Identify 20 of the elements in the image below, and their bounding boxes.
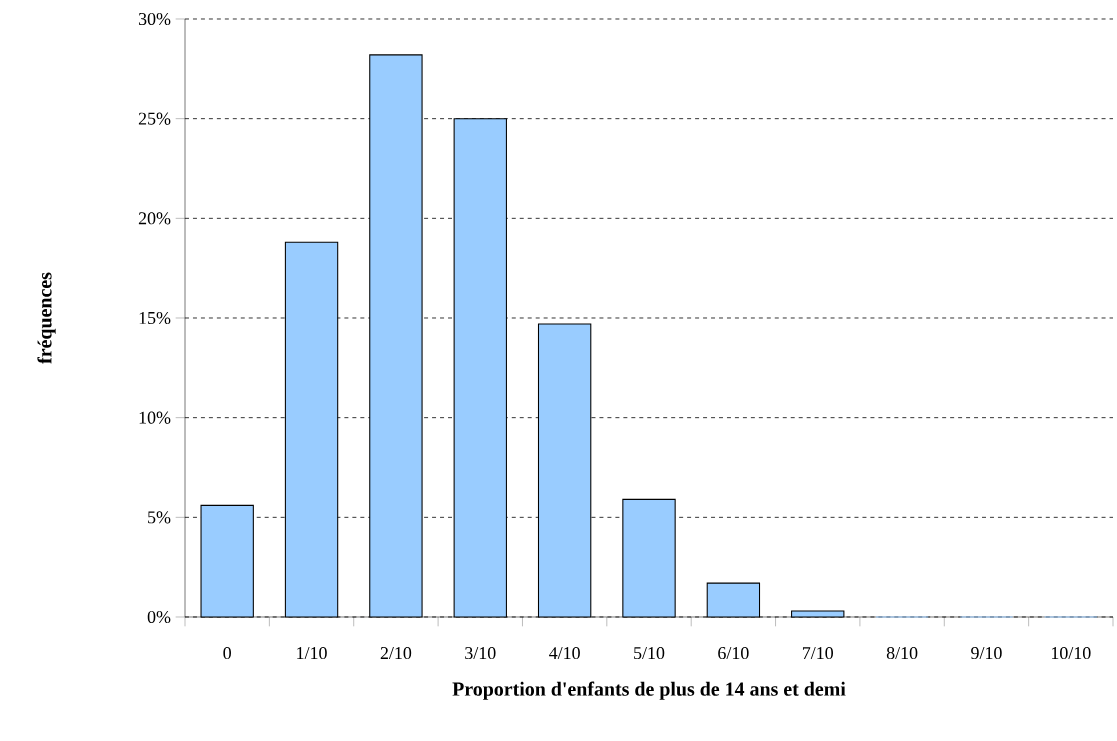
- y-tick-label: 25%: [138, 112, 171, 125]
- y-tick-label: 10%: [139, 411, 171, 424]
- y-tick-label: 20%: [138, 212, 171, 225]
- x-tick-label: 3/10: [465, 647, 496, 660]
- x-tick-label: 10/10: [1051, 647, 1091, 660]
- x-axis-title: Proportion d'enfants de plus de 14 ans et demi: [452, 681, 846, 700]
- y-axis-title: fréquences: [37, 272, 56, 364]
- x-tick-label: 1/10: [297, 647, 327, 660]
- x-tick-label: 6/10: [718, 647, 749, 660]
- x-tick-label: 9/10: [971, 647, 1002, 660]
- x-tick-label: 5/10: [634, 647, 665, 660]
- y-tick-label: 15%: [139, 311, 171, 325]
- y-tick-label: 30%: [138, 12, 171, 26]
- y-tick-label: 0%: [147, 610, 171, 624]
- x-tick-label: 7/10: [802, 647, 833, 660]
- x-tick-label: 4/10: [549, 647, 580, 660]
- y-tick-label: 5%: [148, 511, 171, 524]
- x-tick-label: 8/10: [886, 647, 918, 660]
- x-tick-label: 2/10: [380, 647, 412, 660]
- x-tick-label: 0: [223, 647, 231, 660]
